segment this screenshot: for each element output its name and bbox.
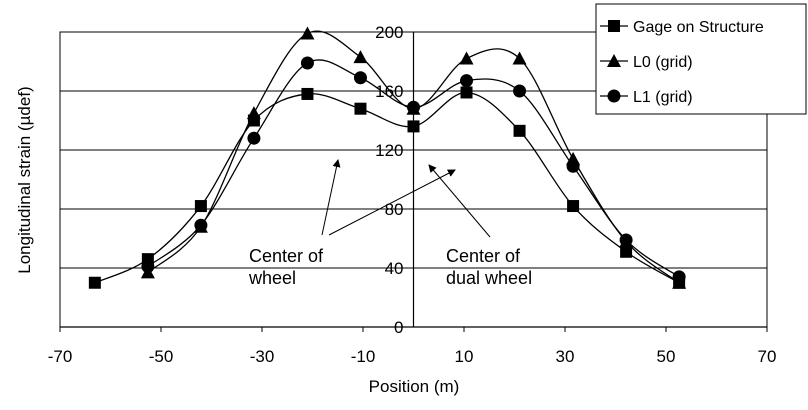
legend-label: L1 (grid) bbox=[633, 89, 693, 106]
legend: Gage on Structure L0 (grid) L1 (grid) bbox=[595, 3, 807, 115]
data-point bbox=[460, 86, 473, 99]
x-tick-label: 50 bbox=[657, 347, 676, 366]
x-tick-label: -30 bbox=[250, 347, 275, 366]
data-point bbox=[407, 100, 420, 114]
y-tick-label: 200 bbox=[375, 23, 403, 42]
y-tick-label: 80 bbox=[385, 200, 404, 219]
legend-marker bbox=[608, 20, 620, 32]
legend-marker bbox=[607, 89, 621, 103]
data-point bbox=[407, 120, 420, 133]
data-point bbox=[194, 218, 208, 232]
legend-label: Gage on Structure bbox=[633, 19, 764, 36]
annotation-text: dual wheel bbox=[446, 268, 532, 288]
data-point bbox=[619, 233, 633, 247]
annotation-text: wheel bbox=[248, 268, 296, 288]
annotation-arrow bbox=[328, 169, 456, 236]
data-point bbox=[353, 50, 368, 64]
data-point bbox=[459, 51, 474, 65]
data-point bbox=[512, 51, 527, 65]
legend-label: L0 (grid) bbox=[633, 54, 693, 71]
data-point bbox=[247, 131, 261, 145]
annotation-text: Center of bbox=[446, 246, 521, 266]
data-point bbox=[301, 87, 314, 100]
data-point bbox=[300, 56, 314, 70]
y-tick-label: 40 bbox=[385, 259, 404, 278]
data-point bbox=[513, 124, 526, 137]
x-tick-label: 10 bbox=[455, 347, 474, 366]
x-tick-label: -10 bbox=[351, 347, 376, 366]
legend-item: L0 (grid) bbox=[600, 54, 693, 71]
y-axis-title: Longitudinal strain (µdef) bbox=[15, 86, 34, 273]
data-point bbox=[354, 102, 367, 115]
data-point bbox=[88, 276, 101, 289]
data-point bbox=[513, 84, 527, 98]
x-tick-label: -70 bbox=[48, 347, 73, 366]
legend-item: L1 (grid) bbox=[600, 89, 693, 106]
data-point bbox=[300, 26, 315, 40]
data-point bbox=[566, 159, 580, 173]
data-point bbox=[460, 74, 474, 88]
data-point bbox=[620, 245, 633, 258]
x-axis-title: Position (m) bbox=[369, 377, 460, 396]
data-point bbox=[353, 71, 367, 85]
x-tick-label: 30 bbox=[556, 347, 575, 366]
legend-marker bbox=[607, 54, 621, 67]
data-point bbox=[247, 114, 260, 127]
series-circle bbox=[141, 56, 686, 284]
legend-item: Gage on Structure bbox=[600, 19, 764, 36]
legend-box bbox=[595, 3, 807, 115]
data-point bbox=[567, 200, 580, 213]
y-tick-label: 120 bbox=[375, 141, 403, 160]
data-point bbox=[246, 106, 261, 120]
annotation-text: Center of bbox=[249, 246, 324, 266]
x-tick-label: 70 bbox=[758, 347, 777, 366]
annotation-arrow bbox=[321, 159, 341, 236]
annotation-arrow bbox=[428, 164, 491, 238]
data-point bbox=[672, 270, 686, 284]
series-line bbox=[94, 91, 680, 284]
data-point bbox=[141, 260, 155, 274]
data-point bbox=[194, 200, 207, 213]
y-tick-label: 160 bbox=[375, 82, 403, 101]
x-tick-label: -50 bbox=[149, 347, 174, 366]
